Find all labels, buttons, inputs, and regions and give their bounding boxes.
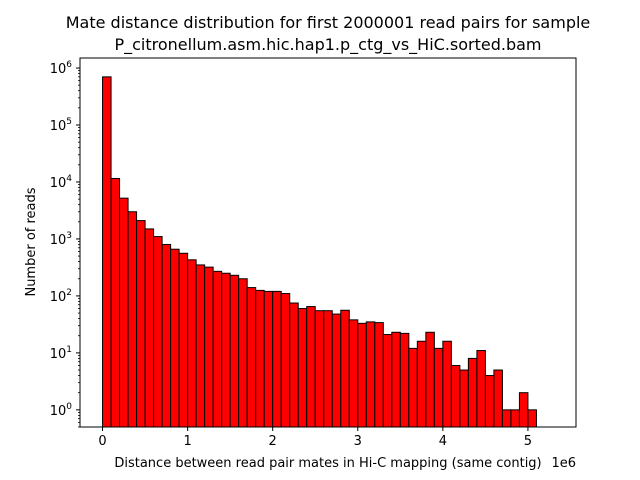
x-axis-label: Distance between read pair mates in Hi-C… <box>114 456 541 471</box>
histogram-bar <box>476 350 486 428</box>
histogram-bar <box>493 369 503 428</box>
histogram-bar <box>510 409 520 428</box>
histogram-bar <box>340 309 350 428</box>
x-tick-label: 5 <box>524 434 532 449</box>
histogram-bar <box>357 322 367 428</box>
plot-frame <box>79 57 577 428</box>
histogram-bar <box>289 302 299 428</box>
histogram-bar <box>374 322 384 428</box>
histogram-bar <box>280 293 291 428</box>
y-tick-label: 101 <box>50 345 72 362</box>
histogram-bar <box>238 278 248 428</box>
histogram-bar <box>297 308 308 428</box>
histogram-bar <box>161 243 172 428</box>
y-tick-label: 100 <box>50 402 73 419</box>
histogram-bar <box>306 306 316 428</box>
chart-title-line-2: P_citronellum.asm.hic.hap1.p_ctg_vs_HiC.… <box>114 35 541 55</box>
histogram-bar <box>255 289 265 428</box>
histogram-bar <box>348 319 359 428</box>
histogram-bar <box>263 290 274 428</box>
x-tick-label: 0 <box>98 434 106 449</box>
histogram-bar <box>331 313 342 428</box>
histogram-bar <box>204 266 214 428</box>
histogram-bar <box>399 332 410 428</box>
histogram-bar <box>467 357 478 428</box>
histogram-bar <box>212 270 223 428</box>
histogram-bar <box>527 409 537 428</box>
y-tick-label: 105 <box>50 117 72 134</box>
chart-title-line-1: Mate distance distribution for first 200… <box>66 13 591 32</box>
histogram-bar <box>119 197 129 428</box>
histogram-bar <box>136 220 146 428</box>
y-axis-label: Number of reads <box>24 187 39 296</box>
histogram-bar <box>459 369 469 428</box>
histogram-bar <box>153 236 163 428</box>
histogram-bar <box>365 321 376 428</box>
y-tick-label: 103 <box>50 231 72 248</box>
y-tick-label: 104 <box>50 174 73 191</box>
histogram-bar <box>272 290 282 428</box>
histogram-bar <box>314 310 325 428</box>
histogram-bar <box>391 331 401 428</box>
histogram-bar <box>170 248 180 428</box>
histogram-bar <box>229 274 240 428</box>
histogram-bar <box>450 365 461 428</box>
x-tick-label: 2 <box>269 434 277 449</box>
histogram-bar <box>416 340 427 428</box>
histogram-bar <box>518 392 529 428</box>
y-tick-label: 106 <box>50 60 73 77</box>
histogram-bar <box>110 178 121 428</box>
x-tick-label: 1 <box>183 434 191 449</box>
histogram-bar <box>484 375 495 428</box>
histogram-bar <box>425 331 435 428</box>
histogram-bar <box>127 211 138 428</box>
x-tick-label: 4 <box>439 434 447 449</box>
histogram-bar <box>144 228 155 428</box>
histogram-bar <box>187 259 197 428</box>
x-tick-label: 3 <box>354 434 362 449</box>
y-tick-label: 102 <box>50 288 72 305</box>
histogram-bar <box>442 340 452 428</box>
histogram-bar <box>323 310 333 428</box>
x-axis-offset-label: 1e6 <box>551 456 576 471</box>
histogram-bar <box>382 334 393 428</box>
y-axis-ticks: 100 101 102 103 104 105 106 <box>50 60 80 428</box>
histogram-bar <box>408 347 418 428</box>
histogram-bar <box>433 347 444 428</box>
histogram-bar <box>102 76 112 428</box>
histogram-bar <box>195 264 206 428</box>
x-axis-ticks: 0 1 2 3 4 5 <box>98 427 532 449</box>
histogram-bar <box>501 409 512 428</box>
histogram-bar <box>246 287 257 428</box>
histogram-bar <box>178 252 189 428</box>
histogram-bar <box>221 272 231 428</box>
